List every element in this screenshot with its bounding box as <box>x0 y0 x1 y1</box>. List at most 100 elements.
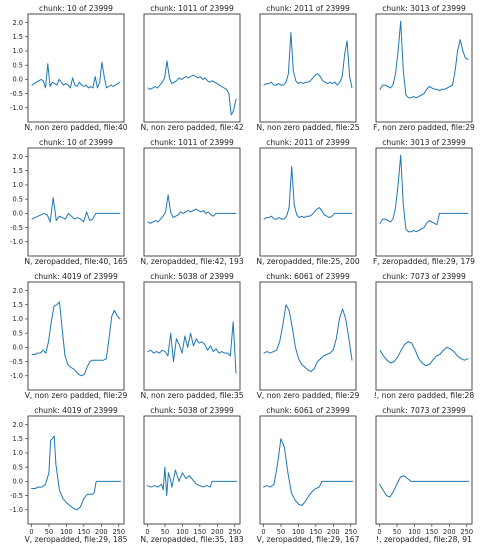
axes-frame <box>259 415 357 525</box>
chart-panel: chunk: 2011 of 23999 N, zeropadded, file:… <box>256 138 359 266</box>
chart-title: chunk: 5038 of 23999 <box>150 272 234 281</box>
chart-panel: chunk: 1011 of 23999 N, zeropadded, file:… <box>140 138 243 266</box>
axes-frame <box>143 281 241 391</box>
x-tick-label: 0 <box>145 528 149 536</box>
x-tick-label: 250 <box>460 528 473 536</box>
y-tick-label: 2.0 <box>13 19 24 27</box>
y-tick-label: 0.5 <box>13 195 24 203</box>
series-line <box>31 301 121 377</box>
chart-panel: chunk: 7073 of 23999 !, non zero padded, … <box>374 272 475 400</box>
series-line <box>31 197 121 223</box>
axes-frame <box>259 13 357 123</box>
x-axis-label: N, zeropadded, file:42, 193 <box>140 257 243 266</box>
x-tick-label: 0 <box>261 528 265 536</box>
chart-panel: chunk: 4019 of 23999 2.0 1.5 1.0 0.5 0.0 -0.5 -… <box>10 406 127 544</box>
y-tick-label: -0.5 <box>10 358 23 366</box>
x-axis-label: F, non zero padded, file:29 <box>373 123 475 132</box>
x-axis-label: N, non zero padded, file:40 <box>24 123 127 132</box>
x-tick-label: 150 <box>310 528 323 536</box>
x-axis-label: N, zeropadded, file:25, 200 <box>256 257 359 266</box>
axes-frame <box>259 147 357 257</box>
x-axis-label: N, non zero padded, file:25 <box>256 123 359 132</box>
axes-frame <box>143 13 241 123</box>
axes-frame <box>375 13 473 123</box>
x-axis-label: !, zeropadded, file:28, 91 <box>376 535 472 544</box>
y-tick-label: -1.0 <box>10 104 23 112</box>
x-tick-label: 150 <box>194 528 207 536</box>
chart-panel: chunk: 2011 of 23999 N, non zero padded, … <box>256 4 359 132</box>
x-tick-label: 50 <box>45 528 53 536</box>
x-tick-label: 250 <box>228 528 241 536</box>
y-tick-label: 0.0 <box>13 344 24 352</box>
y-tick-label: 0.0 <box>13 210 24 218</box>
y-tick-label: -1.0 <box>10 372 23 380</box>
x-tick-label: 200 <box>95 528 108 536</box>
axes-frame <box>375 147 473 257</box>
axes-frame <box>143 147 241 257</box>
y-tick-label: 1.0 <box>13 449 24 457</box>
y-tick-label: 1.5 <box>13 435 24 443</box>
x-tick-label: 0 <box>29 528 33 536</box>
chart-title: chunk: 10 of 23999 <box>39 138 113 147</box>
chart-title: chunk: 2011 of 23999 <box>266 138 350 147</box>
series-line <box>379 154 469 233</box>
y-tick-label: 0.5 <box>13 463 24 471</box>
axes-frame <box>375 415 473 525</box>
x-tick-label: 100 <box>176 528 189 536</box>
series-line <box>31 435 121 511</box>
chart-panel: chunk: 6061 of 23999 V, non zero padded, … <box>257 272 360 400</box>
y-tick-label: -0.5 <box>10 224 23 232</box>
chart-panel: chunk: 7073 of 23999 0 50 100 150 200 250!, ze… <box>375 406 473 544</box>
axes-frame <box>27 281 125 391</box>
chart-panel: chunk: 1011 of 23999 N, non zero padded, … <box>140 4 243 132</box>
chart-title: chunk: 6061 of 23999 <box>266 272 350 281</box>
y-tick-label: 1.5 <box>13 167 24 175</box>
chart-panel: chunk: 3013 of 23999 F, zeropadded, file:… <box>373 138 475 266</box>
chart-title: chunk: 1011 of 23999 <box>150 4 234 13</box>
x-axis-label: V, zeropadded, file:29, 185 <box>25 535 128 544</box>
y-tick-label: -1.0 <box>10 238 23 246</box>
x-tick-label: 250 <box>112 528 125 536</box>
x-tick-label: 200 <box>443 528 456 536</box>
x-tick-label: 100 <box>408 528 421 536</box>
series-line <box>379 475 469 498</box>
x-axis-label: V, zeropadded, file:29, 167 <box>257 535 360 544</box>
chart-panel: chunk: 3013 of 23999 F, non zero padded, … <box>373 4 475 132</box>
series-line <box>31 61 121 89</box>
chart-panel: chunk: 4019 of 23999 2.0 1.5 1.0 0.5 0.0 -0.5 -… <box>10 272 127 400</box>
chart-panel: chunk: 5038 of 23999 N, non zero padded, … <box>140 272 243 400</box>
chart-title: chunk: 2011 of 23999 <box>266 4 350 13</box>
x-tick-label: 250 <box>344 528 357 536</box>
x-tick-label: 150 <box>78 528 91 536</box>
x-axis-label: N, zeropadded, file:35, 183 <box>140 535 243 544</box>
chart-title: chunk: 1011 of 23999 <box>150 138 234 147</box>
x-tick-label: 100 <box>60 528 73 536</box>
x-tick-label: 200 <box>211 528 224 536</box>
axes-frame <box>27 13 125 123</box>
series-line <box>147 194 237 224</box>
chart-panel: chunk: 10 of 23999 2.0 1.5 1.0 0.5 0.0 -0.5 -1.… <box>10 4 128 132</box>
y-tick-label: 2.0 <box>13 153 24 161</box>
series-line <box>147 321 237 374</box>
x-axis-label: N, zeropadded, file:40, 165 <box>24 257 127 266</box>
x-tick-label: 200 <box>327 528 340 536</box>
chart-title: chunk: 10 of 23999 <box>39 4 113 13</box>
series-line <box>379 20 469 99</box>
y-tick-label: 1.5 <box>13 33 24 41</box>
chart-title: chunk: 6061 of 23999 <box>266 406 350 415</box>
chart-title: chunk: 7073 of 23999 <box>382 272 466 281</box>
chart-title: chunk: 3013 of 23999 <box>382 4 466 13</box>
y-tick-label: 1.0 <box>13 315 24 323</box>
series-line <box>263 438 353 506</box>
x-axis-label: !, non zero padded, file:28 <box>374 391 475 400</box>
x-tick-label: 50 <box>161 528 169 536</box>
y-tick-label: 0.0 <box>13 478 24 486</box>
y-tick-label: -0.5 <box>10 492 23 500</box>
axes-frame <box>143 415 241 525</box>
y-tick-label: 0.5 <box>13 329 24 337</box>
chart-panel: chunk: 10 of 23999 2.0 1.5 1.0 0.5 0.0 -0.5 -1.… <box>10 138 128 266</box>
chart-title: chunk: 7073 of 23999 <box>382 406 466 415</box>
x-axis-label: V, non zero padded, file:29 <box>25 391 128 400</box>
